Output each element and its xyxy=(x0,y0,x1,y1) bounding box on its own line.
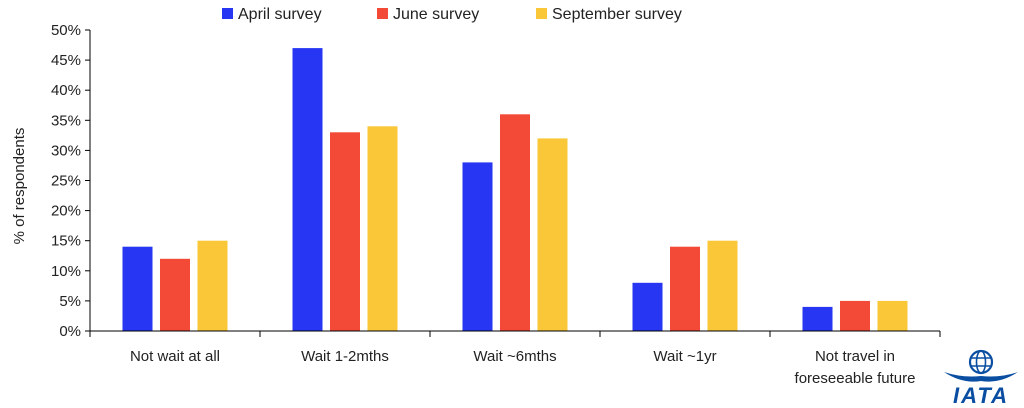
category-label: Not travel in foreseeable future xyxy=(795,348,916,387)
category-label: Not wait at all xyxy=(130,348,220,365)
y-axis-label: % of respondents xyxy=(11,128,28,245)
y-tick-label: 50% xyxy=(51,22,81,39)
category-label: Wait ~6mths xyxy=(473,348,556,365)
legend-swatch xyxy=(222,8,233,19)
y-tick-label: 0% xyxy=(59,323,81,340)
y-tick-label: 30% xyxy=(51,142,81,159)
legend-label: April survey xyxy=(238,6,322,23)
bar xyxy=(632,282,663,331)
y-tick-label: 20% xyxy=(51,203,81,220)
bar xyxy=(462,162,493,331)
legend: April survey June survey September survey xyxy=(222,6,682,23)
bar xyxy=(802,306,833,331)
bar xyxy=(537,138,568,331)
category-label: Wait 1-2mths xyxy=(301,348,389,365)
category-labels: Not wait at all Wait 1-2mths Wait ~6mths Wa… xyxy=(130,348,915,387)
iata-logo: IATA xyxy=(944,349,1018,408)
bar xyxy=(500,114,530,331)
bar xyxy=(197,240,228,331)
legend-swatch xyxy=(377,8,388,19)
bar xyxy=(330,132,360,331)
bar xyxy=(877,300,908,331)
logo-text: IATA xyxy=(953,383,1009,408)
legend-label: June survey xyxy=(393,6,479,23)
legend-label: September survey xyxy=(552,6,682,23)
y-tick-label: 5% xyxy=(59,293,81,310)
globe-icon xyxy=(944,349,1018,382)
y-tick-label: 45% xyxy=(51,52,81,69)
bar xyxy=(840,300,870,331)
bar xyxy=(670,246,700,331)
axes xyxy=(89,30,941,337)
y-tick-label: 25% xyxy=(51,173,81,190)
legend-swatch xyxy=(536,8,547,19)
bar xyxy=(292,48,323,331)
y-tick-label: 40% xyxy=(51,82,81,99)
y-tick-label: 15% xyxy=(51,233,81,250)
y-tick-label: 35% xyxy=(51,112,81,129)
bar xyxy=(122,246,153,331)
bar xyxy=(160,258,190,331)
bars xyxy=(122,48,908,331)
y-axis-ticks: 0% 5% 10% 15% 20% 25% 30% 35% 40% 45% 50% xyxy=(51,22,90,340)
bar xyxy=(367,126,398,331)
category-label: Wait ~1yr xyxy=(653,348,716,365)
y-tick-label: 10% xyxy=(51,263,81,280)
bar xyxy=(707,240,738,331)
